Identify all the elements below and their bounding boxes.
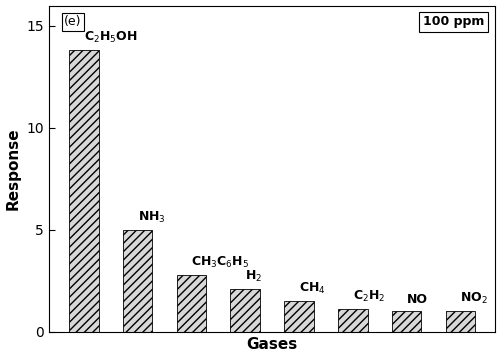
Bar <box>69 50 99 332</box>
Text: C$_2$H$_5$OH: C$_2$H$_5$OH <box>84 30 137 45</box>
Text: C$_2$H$_2$: C$_2$H$_2$ <box>353 289 385 304</box>
Bar <box>284 301 314 332</box>
Bar <box>176 275 206 332</box>
Text: (e): (e) <box>64 15 82 28</box>
Text: 100 ppm: 100 ppm <box>423 15 484 28</box>
Bar <box>338 309 368 332</box>
Text: H$_2$: H$_2$ <box>245 269 263 284</box>
Bar <box>123 230 152 332</box>
Text: CH$_3$C$_6$H$_5$: CH$_3$C$_6$H$_5$ <box>191 255 249 270</box>
X-axis label: Gases: Gases <box>246 338 298 352</box>
Y-axis label: Response: Response <box>6 127 21 210</box>
Text: NO$_2$: NO$_2$ <box>460 291 488 306</box>
Bar <box>230 289 260 332</box>
Text: CH$_4$: CH$_4$ <box>299 281 326 296</box>
Bar <box>445 311 475 332</box>
Bar <box>392 311 421 332</box>
Text: NO: NO <box>406 294 427 306</box>
Text: NH$_3$: NH$_3$ <box>137 210 165 225</box>
